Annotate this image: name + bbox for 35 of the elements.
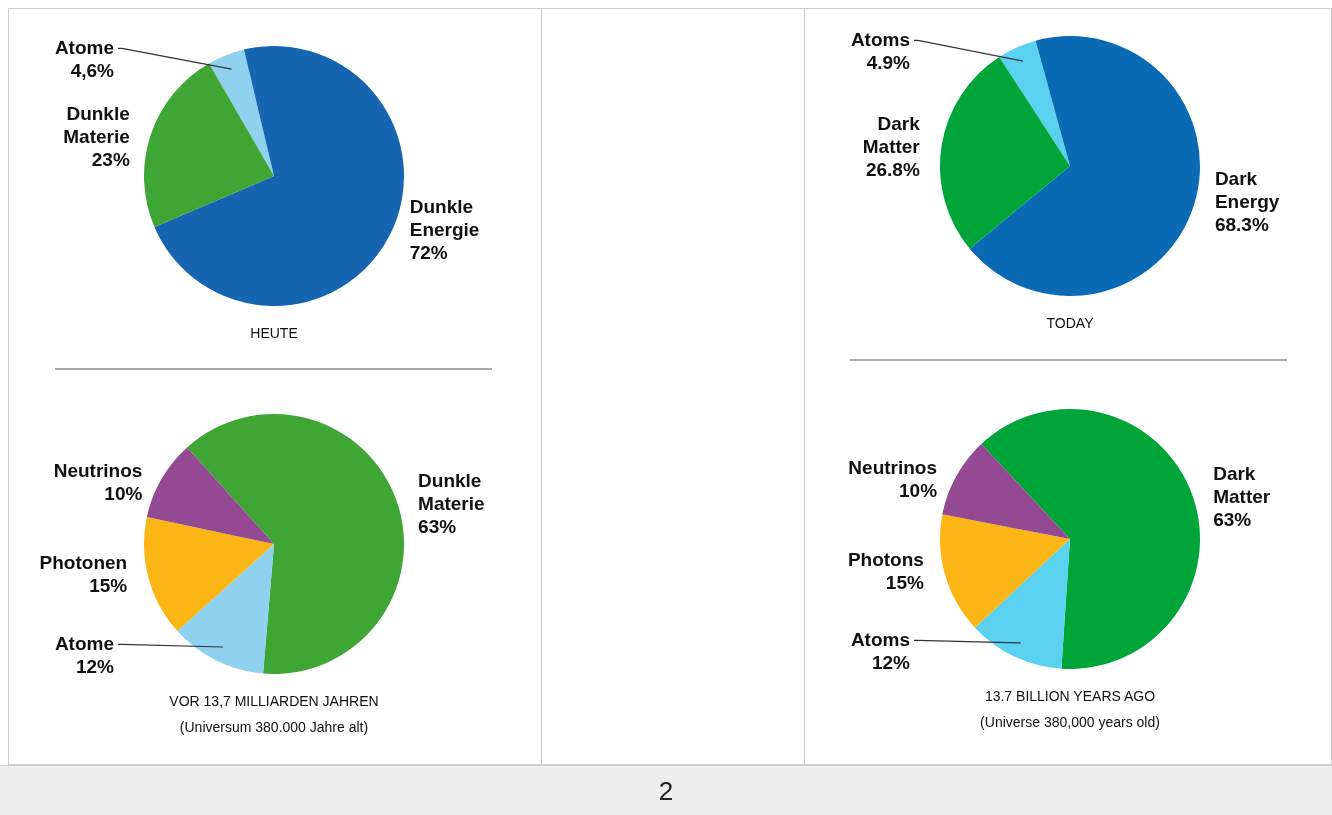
data-label: 4.9% — [866, 51, 911, 73]
text: (Universum 380.000 Jahre alt) — [178, 719, 370, 735]
data-label: 68.3% — [1214, 213, 1269, 235]
slice-label: Atoms — [850, 28, 910, 50]
slice-label: Atoms — [850, 628, 910, 650]
text: (Universe 380,000 years old) — [979, 714, 1161, 730]
data-label: 12% — [75, 655, 115, 677]
data-label: 15% — [885, 572, 924, 594]
slice-label: Atome — [54, 632, 114, 654]
slice-label: Neutrinos — [848, 456, 938, 478]
data-label: 63% — [1213, 509, 1252, 531]
data-label: 10% — [104, 482, 143, 504]
slice-label: Dark Matter — [1213, 463, 1271, 508]
text: 13.7 BILLION YEARS AGO — [983, 688, 1157, 704]
slice-label: Photons — [847, 549, 924, 571]
slice-label: Dunkle Materie — [63, 102, 130, 147]
data-label: 15% — [89, 575, 128, 597]
data-label: 4,6% — [70, 59, 115, 81]
data-label: 23% — [91, 148, 130, 170]
data-label: 12% — [871, 651, 911, 673]
text: VOR 13,7 MILLIARDEN JAHREN — [168, 693, 380, 709]
text: TODAY — [1045, 315, 1095, 331]
slice-label: Dunkle Energie — [409, 195, 480, 240]
slice-label: Dark Energy — [1214, 167, 1280, 212]
slice-label: Atome — [54, 36, 114, 58]
slice-label: Dunkle Materie — [418, 470, 485, 515]
slice-label: Neutrinos — [53, 459, 143, 481]
text: HEUTE — [249, 325, 299, 341]
data-label: 26.8% — [865, 158, 920, 180]
text: 2 — [0, 765, 1332, 815]
data-label: 72% — [409, 241, 448, 263]
slice-label: Dark Matter — [862, 112, 921, 157]
data-label: 10% — [899, 479, 938, 501]
data-label: 63% — [418, 516, 457, 538]
slice-label: Photonen — [39, 552, 128, 574]
